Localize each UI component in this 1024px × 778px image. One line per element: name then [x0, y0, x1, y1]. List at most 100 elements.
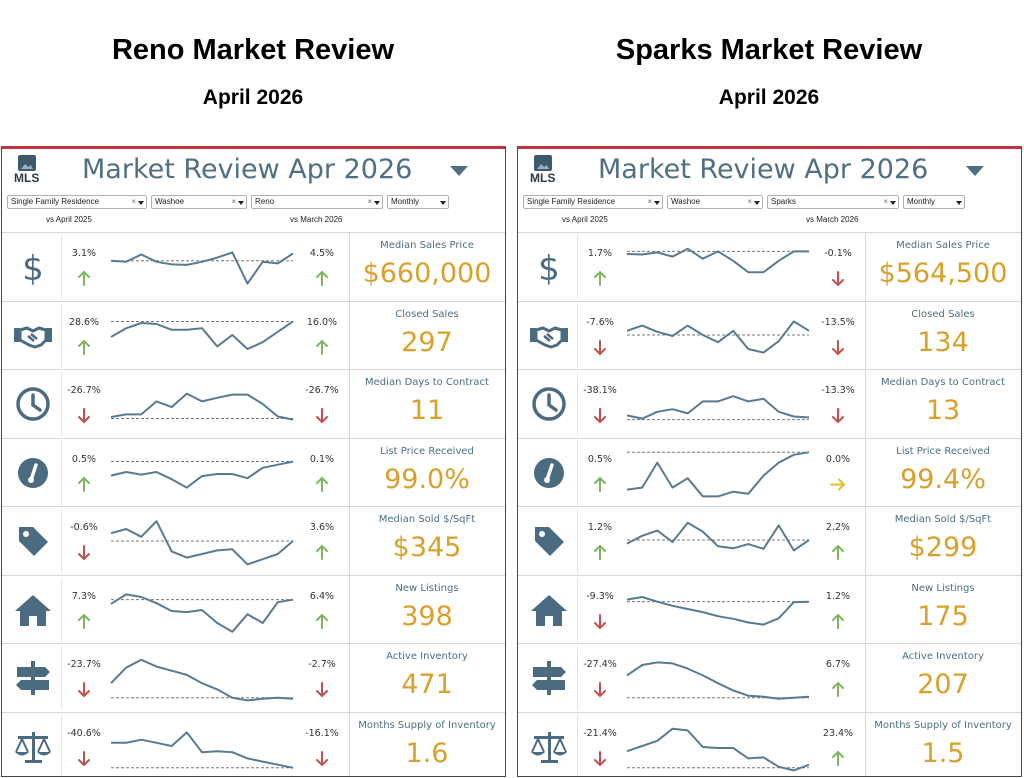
- logo-text: MLS: [530, 171, 556, 185]
- metric-card: Months Supply of Inventory 1.5: [865, 712, 1021, 776]
- metric-value: $564,500: [878, 258, 1008, 289]
- sparkline-series: [110, 520, 294, 566]
- filter-dropdown-0[interactable]: Single Family Residence ×: [7, 195, 147, 209]
- yoy-change: -26.7%: [67, 385, 101, 396]
- metric-label: Median Sold $/SqFt: [894, 514, 992, 525]
- metric-label: Median Sales Price: [380, 240, 474, 251]
- yoy-change: -23.7%: [67, 659, 101, 670]
- yoy-down-arrow-icon: [594, 750, 606, 766]
- dropdown-arrow-icon[interactable]: [654, 201, 660, 205]
- compare-label-month: vs March 2026: [806, 215, 859, 224]
- filter-dropdown-3[interactable]: Monthly: [387, 195, 449, 209]
- metric-row: -40.6% -16.1% Months Supply of Inventory…: [2, 711, 505, 777]
- metric-label: List Price Received: [896, 445, 990, 457]
- mom-down-arrow-icon: [316, 682, 328, 698]
- metric-row: -0.6% 3.6% Median Sold $/SqFt $345: [2, 506, 505, 575]
- clear-icon[interactable]: ×: [883, 197, 888, 206]
- metric-row: 0.5% 0.0% List Price Received 99.4%: [518, 437, 1021, 507]
- sparkline-series: [110, 592, 294, 633]
- yoy-up-arrow-icon: [594, 544, 606, 560]
- metric-card: Median Days to Contract 13: [865, 370, 1021, 438]
- filter-dropdown-1[interactable]: Washoe ×: [151, 195, 247, 209]
- metric-label: Median Days to Contract: [881, 377, 1005, 388]
- metric-label: Median Sales Price: [896, 240, 990, 251]
- filter-value: Single Family Residence: [11, 197, 100, 206]
- dropdown-arrow-icon[interactable]: [956, 201, 962, 205]
- metric-card: New Listings 175: [865, 575, 1021, 644]
- metric-card: Median Sales Price $564,500: [865, 233, 1021, 301]
- metric-card: Closed Sales 297: [349, 301, 505, 370]
- metric-label: Median Sold $/SqFt: [378, 514, 476, 525]
- trend-sparkline: [107, 717, 297, 777]
- mom-up-arrow-icon: [832, 750, 844, 766]
- dropdown-arrow-icon[interactable]: [138, 201, 144, 205]
- gauge-icon: [4, 440, 62, 505]
- mls-logo: MLS: [14, 155, 44, 189]
- metric-value: 1.6: [405, 737, 449, 769]
- mom-down-arrow-icon: [316, 408, 328, 424]
- metric-card: Active Inventory 471: [349, 644, 505, 712]
- metric-row: -21.4% 23.4% Months Supply of Inventory …: [518, 711, 1021, 776]
- compare-label-year: vs April 2025: [46, 215, 92, 224]
- panel-header: MLS Market Review Apr 2026: [518, 149, 1021, 195]
- trend-sparkline: [107, 306, 297, 366]
- sparkline-series: [626, 319, 810, 354]
- house-icon: [520, 577, 578, 642]
- mom-change: -2.7%: [308, 659, 336, 670]
- metric-label: Months Supply of Inventory: [358, 719, 496, 731]
- mom-change: 0.1%: [309, 453, 335, 465]
- yoy-down-arrow-icon: [594, 682, 606, 698]
- yoy-change: 1.2%: [587, 522, 613, 533]
- dropdown-arrow-icon[interactable]: [440, 201, 446, 205]
- metric-value: 134: [917, 326, 969, 358]
- yoy-up-arrow-icon: [78, 476, 90, 492]
- svg-text:$: $: [22, 249, 44, 287]
- metric-card: Median Sales Price $660,000: [349, 233, 505, 301]
- dropdown-arrow-icon[interactable]: [238, 201, 244, 205]
- filter-dropdown-2[interactable]: Reno ×: [251, 195, 383, 209]
- metric-value: 13: [925, 395, 961, 426]
- filter-value: Reno: [255, 197, 275, 206]
- clear-icon[interactable]: ×: [747, 197, 752, 206]
- filter-dropdown-0[interactable]: Single Family Residence ×: [523, 195, 663, 209]
- dropdown-arrow-icon[interactable]: [754, 201, 760, 205]
- filter-bar: Single Family Residence × Washoe × Reno …: [7, 195, 449, 210]
- metric-card: New Listings 398: [349, 575, 505, 644]
- sparkline-series: [111, 730, 294, 769]
- logo-mountain-icon: [534, 155, 552, 171]
- yoy-change: 3.1%: [71, 248, 97, 259]
- tag-icon: [520, 509, 578, 573]
- mom-up-arrow-icon: [316, 544, 328, 560]
- metric-row: -7.6% -13.5% Closed Sales 134: [518, 300, 1021, 370]
- clear-icon[interactable]: ×: [367, 197, 372, 206]
- mom-change: -13.3%: [821, 385, 855, 396]
- clear-icon[interactable]: ×: [131, 197, 136, 206]
- metric-row: -38.1% -13.3% Median Days to Contract 13: [518, 369, 1021, 438]
- dropdown-arrow-icon[interactable]: [374, 201, 380, 205]
- mom-change: -0.1%: [824, 248, 852, 259]
- metric-label: New Listings: [911, 582, 975, 594]
- metric-card: Closed Sales 134: [865, 301, 1021, 370]
- yoy-down-arrow-icon: [594, 613, 606, 629]
- filter-dropdown-3[interactable]: Monthly: [903, 195, 965, 209]
- dashboard-panel-sparks: MLS Market Review Apr 2026 Single Family…: [517, 146, 1022, 777]
- report-menu-chevron-down-icon[interactable]: [450, 166, 468, 176]
- sparkline-series: [626, 450, 810, 497]
- metric-rows: $ 1.7% -0.1% Median Sales Price $564,500…: [518, 232, 1021, 776]
- clear-icon[interactable]: ×: [647, 197, 652, 206]
- yoy-change: 28.6%: [68, 316, 100, 328]
- filter-dropdown-1[interactable]: Washoe ×: [667, 195, 763, 209]
- clock-icon: [520, 372, 578, 436]
- clear-icon[interactable]: ×: [231, 197, 236, 206]
- dropdown-arrow-icon[interactable]: [890, 201, 896, 205]
- mom-up-arrow-icon: [316, 270, 328, 286]
- mom-change: 1.2%: [825, 590, 851, 602]
- page-title-sparks: Sparks Market Review: [615, 34, 923, 66]
- sparkline-series: [626, 521, 810, 552]
- report-menu-chevron-down-icon[interactable]: [966, 166, 984, 176]
- trend-sparkline: [107, 511, 297, 571]
- trend-sparkline: [623, 580, 813, 640]
- yoy-change: -9.3%: [586, 590, 614, 602]
- report-title: Market Review Apr 2026: [598, 154, 929, 185]
- filter-dropdown-2[interactable]: Sparks ×: [767, 195, 899, 209]
